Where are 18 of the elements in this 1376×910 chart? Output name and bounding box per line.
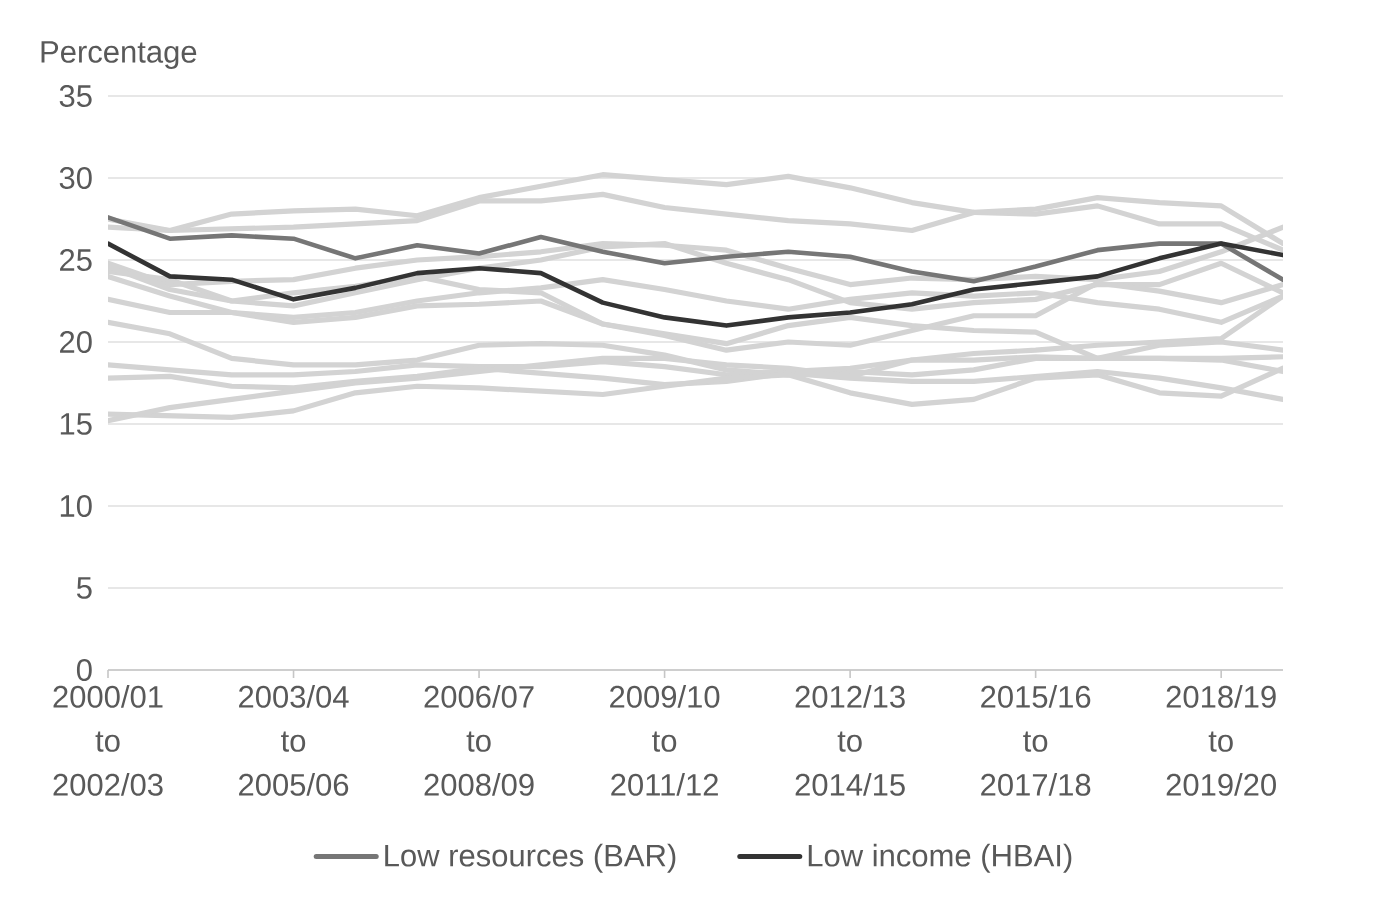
- y-tick-label: 5: [76, 577, 92, 599]
- x-tick-label: 2006/07 to 2008/09: [424, 685, 534, 796]
- legend-label: Low income (HBAI): [808, 843, 1072, 873]
- x-tick-label: 2003/04 to 2005/06: [239, 685, 349, 796]
- x-tick-label: 2000/01 to 2002/03: [53, 685, 163, 796]
- y-tick-label: 15: [60, 413, 92, 435]
- y-axis-title: Percentage: [41, 41, 197, 69]
- legend-label: Low resources (BAR): [385, 843, 676, 873]
- x-tick-label: 2009/10 to 2011/12: [610, 685, 720, 796]
- y-tick-label: 20: [60, 331, 92, 353]
- y-tick-label: 25: [60, 249, 92, 271]
- y-tick-label: 35: [59, 85, 92, 107]
- y-tick-label: 0: [76, 659, 92, 681]
- x-tick-label: 2012/13 to 2014/15: [795, 685, 905, 796]
- y-tick-label: 30: [59, 167, 92, 189]
- x-tick-label: 2015/16 to 2017/18: [981, 685, 1091, 796]
- x-tick-label: 2018/19 to 2019/20: [1166, 685, 1276, 796]
- y-tick-label: 10: [60, 495, 92, 517]
